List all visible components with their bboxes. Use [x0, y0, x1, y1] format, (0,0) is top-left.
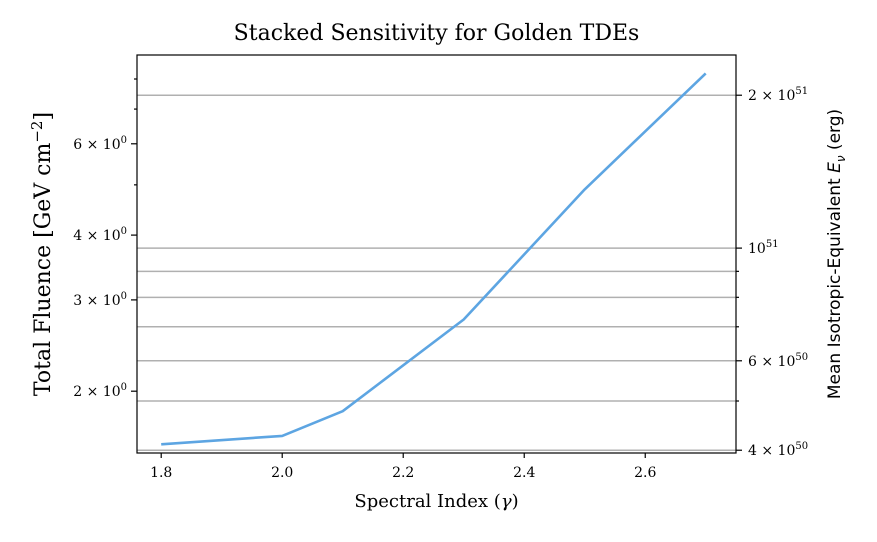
y-axis-right-label: Mean Isotropic-Equivalent Eν (erg)	[825, 109, 848, 399]
x-tick-label: 2.2	[392, 465, 414, 481]
x-tick-label: 2.4	[513, 465, 535, 481]
series-lines	[161, 72, 707, 446]
x-tick-label: 2.0	[271, 465, 293, 481]
y-right-tick-label: 1051	[748, 239, 779, 257]
y-tick-label: 2 × 100	[73, 382, 127, 400]
y-axis-label: Total Fluence [GeV cm−2]	[28, 112, 56, 396]
ticks: 1.8 2.0 2.2 2.4 2.6 2 × 100 3 × 100 4 × 100 6 × …	[73, 78, 808, 481]
y-tick-label: 3 × 100	[73, 291, 127, 309]
y-right-tick-label: 4 × 1050	[748, 441, 808, 459]
y-right-tick-label: 2 × 1051	[748, 86, 808, 104]
y-tick-label: 6 × 100	[73, 135, 127, 153]
series-line	[161, 72, 707, 446]
plot-frame	[136, 54, 737, 454]
x-axis-label: Spectral Index (γ)	[354, 491, 518, 512]
grid-lines	[137, 94, 736, 451]
x-tick-label: 2.6	[634, 465, 656, 481]
y-right-tick-label: 6 × 1050	[748, 352, 808, 370]
x-tick-label: 1.8	[150, 465, 172, 481]
y-tick-label: 4 × 100	[73, 226, 127, 244]
chart-title: Stacked Sensitivity for Golden TDEs	[234, 21, 640, 46]
